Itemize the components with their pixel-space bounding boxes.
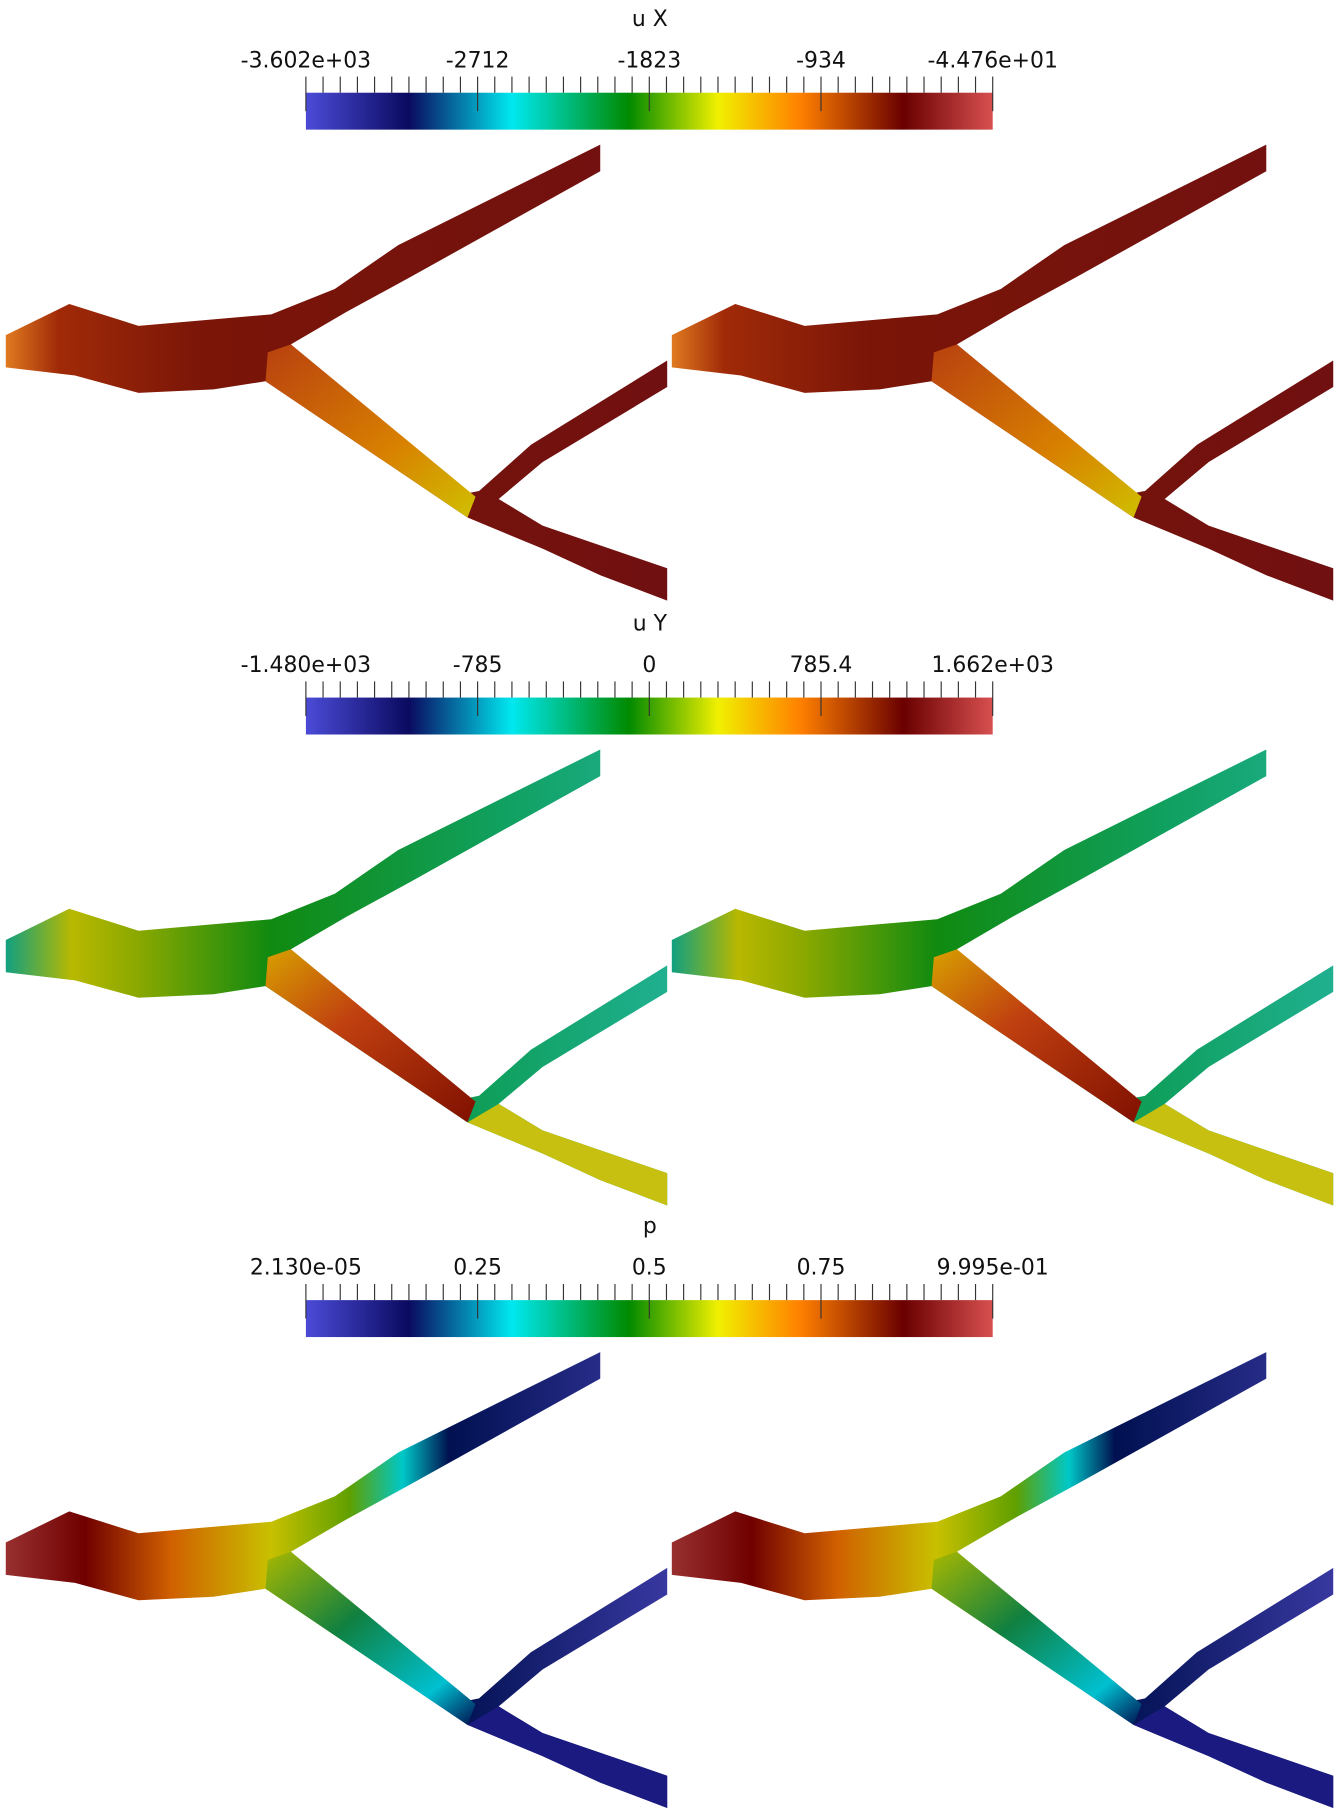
vessel-plot xyxy=(671,144,1334,601)
panel: u X -3.602e+03 -2712 -1823 -934 -4.476e+01 xyxy=(5,7,1334,601)
colorbar-label: 0.75 xyxy=(797,1256,846,1281)
vessel xyxy=(671,144,1334,601)
vessel-lower-branch xyxy=(1133,1706,1334,1809)
colorbar-label: 9.995e-01 xyxy=(937,1256,1049,1281)
vessel-lower-branch xyxy=(467,1706,668,1809)
vessel-branch xyxy=(931,949,1142,1123)
vessel-plot xyxy=(5,1352,668,1809)
vessel-branch xyxy=(265,949,476,1123)
colorbar-label: -934 xyxy=(796,48,846,73)
colorbar-label: 0 xyxy=(642,653,656,678)
colorbar-label: 0.25 xyxy=(453,1256,502,1281)
colorbar-label: -4.476e+01 xyxy=(927,48,1057,73)
vessel-plot xyxy=(671,749,1334,1206)
colorbar-title: u X xyxy=(632,7,668,32)
colorbar-label: -785 xyxy=(453,653,503,678)
colorbar-label: -1.480e+03 xyxy=(241,653,371,678)
vessel-plot xyxy=(5,144,668,601)
vessel-branch xyxy=(265,1551,476,1725)
colorbar-label: -1823 xyxy=(617,48,681,73)
colorbar-label: -2712 xyxy=(446,48,510,73)
colorbar-title: u Y xyxy=(633,612,668,637)
vessel xyxy=(5,749,668,1206)
colorbar-label: 2.130e-05 xyxy=(250,1256,362,1281)
colorbar-title: p xyxy=(643,1214,657,1239)
vessel-branch xyxy=(931,344,1142,518)
vessel-plot xyxy=(671,1352,1334,1809)
panel: p 2.130e-05 0.25 0.5 0.75 9.995e-01 xyxy=(5,1214,1334,1809)
vessel xyxy=(671,749,1334,1206)
vessel-lower-branch xyxy=(467,1103,668,1206)
vessel xyxy=(671,1352,1334,1809)
vessel xyxy=(5,144,668,601)
colorbar-label: 0.5 xyxy=(632,1256,667,1281)
vessel-plot xyxy=(5,749,668,1206)
vessel-branch xyxy=(931,1551,1142,1725)
colorbar-label: 1.662e+03 xyxy=(931,653,1054,678)
vessel xyxy=(5,1352,668,1809)
vessel-lower-branch xyxy=(1133,1103,1334,1206)
colorbar-label: 785.4 xyxy=(790,653,853,678)
vessel-branch xyxy=(265,344,476,518)
colorbar-label: -3.602e+03 xyxy=(241,48,371,73)
panel: u Y -1.480e+03 -785 0 785.4 1.662e+03 xyxy=(5,612,1334,1206)
